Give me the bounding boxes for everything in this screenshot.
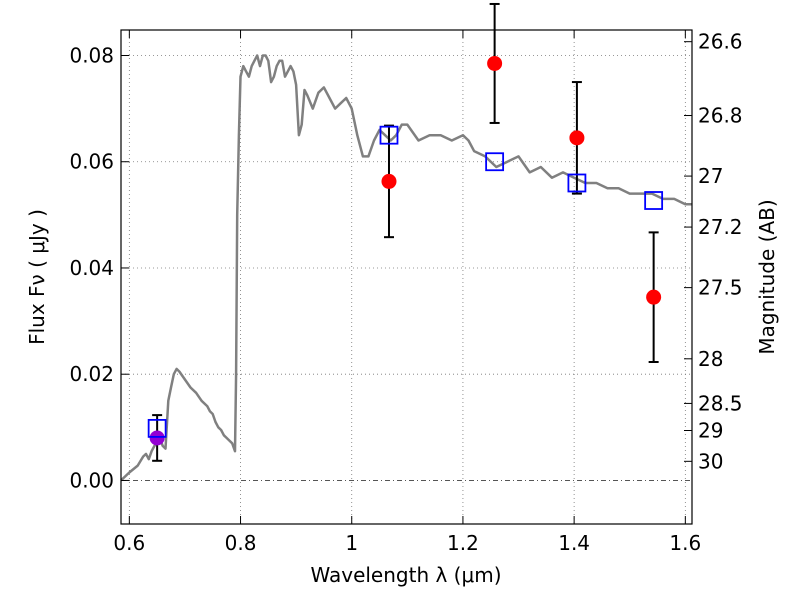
data-point: [149, 430, 165, 446]
series-layer: [120, 2, 692, 482]
y-tick-label: 0.06: [69, 150, 114, 174]
data-point: [381, 173, 397, 189]
y2-tick-label: 28.5: [698, 391, 743, 415]
y-tick-label: 0.00: [69, 468, 114, 492]
data-point: [646, 289, 662, 305]
x-tick-label: 0.8: [225, 531, 257, 555]
data-point: [569, 130, 585, 146]
x-tick-label: 1.6: [669, 531, 701, 555]
y2-tick-label: 27.2: [698, 215, 743, 239]
y-tick-label: 0.08: [69, 43, 114, 67]
y2-tick-label: 29: [698, 419, 723, 443]
y2-tick-label: 27.5: [698, 276, 743, 300]
model-point: [379, 125, 399, 145]
data-point: [487, 55, 503, 71]
y2-tick-label: 28: [698, 347, 723, 371]
x-axis-label: Wavelength λ (μm): [310, 563, 501, 587]
y2-tick-label: 26.8: [698, 104, 743, 128]
y-axis-label: Flux Fν ( μJy ): [25, 209, 49, 345]
model-point: [567, 173, 587, 193]
model-point: [485, 152, 505, 172]
plot-background: [121, 30, 692, 524]
y2-tick-label: 30: [698, 449, 723, 473]
y2-axis-label: Magnitude (AB): [755, 199, 779, 354]
y2-tick-label: 26.6: [698, 30, 743, 54]
plot-frame: [120, 29, 693, 525]
x-tick-label: 1.4: [558, 531, 590, 555]
model-point: [644, 191, 664, 210]
ticks: 0.6 0.8 1 1.2 1.4 1.6 0.00 0.02 0.04 0.06 0.08 26.6…: [69, 30, 742, 555]
x-tick-label: 1.2: [447, 531, 479, 555]
y-tick-label: 0.02: [69, 362, 114, 386]
x-tick-label: 1: [345, 531, 358, 555]
y2-tick-label: 27: [698, 164, 723, 188]
x-tick-label: 0.6: [113, 531, 145, 555]
model-point: [147, 418, 167, 438]
y-tick-label: 0.04: [69, 256, 114, 280]
